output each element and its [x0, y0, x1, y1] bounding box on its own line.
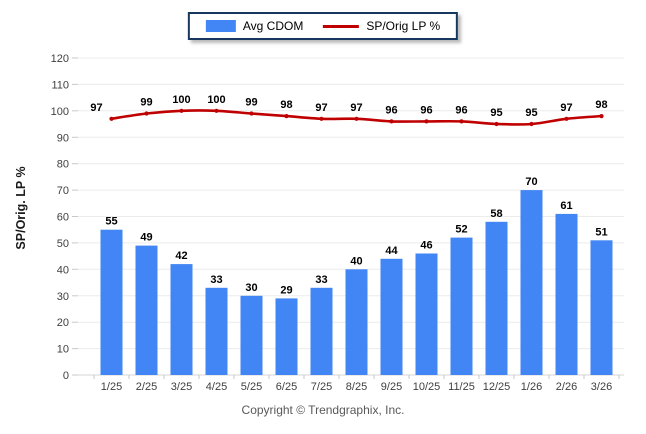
- line-point: [599, 114, 604, 119]
- x-tick-label: 10/25: [413, 381, 441, 393]
- bar-value-label: 58: [490, 208, 502, 220]
- line-point: [214, 108, 219, 113]
- x-tick-label: 1/26: [521, 381, 542, 393]
- bar: [590, 240, 613, 375]
- line-point: [319, 116, 324, 121]
- line-point: [144, 111, 149, 116]
- line-point: [249, 111, 254, 116]
- y-tick-label: 80: [57, 159, 69, 171]
- x-tick-label: 7/25: [311, 381, 332, 393]
- x-tick-label: 2/25: [136, 381, 157, 393]
- y-tick-label: 100: [51, 106, 69, 118]
- bar: [170, 264, 193, 375]
- line-value-label: 98: [280, 99, 292, 111]
- x-tick-label: 8/25: [346, 381, 367, 393]
- bar-value-label: 44: [385, 245, 398, 257]
- bar-value-label: 49: [140, 232, 152, 244]
- line-value-label: 97: [560, 102, 572, 114]
- bar: [345, 269, 368, 375]
- bar-value-label: 52: [455, 224, 467, 236]
- bar: [450, 237, 473, 375]
- legend-label-sp-orig-lp: SP/Orig LP %: [366, 19, 441, 33]
- bar: [520, 190, 543, 375]
- line-value-label: 99: [245, 97, 257, 109]
- line-point: [109, 116, 114, 121]
- legend-item-avg-cdom: Avg CDOM: [205, 19, 304, 33]
- copyright-text: Copyright © Trendgraphix, Inc.: [241, 403, 405, 417]
- x-tick-label: 9/25: [381, 381, 402, 393]
- line-value-label: 96: [420, 104, 432, 116]
- bar: [485, 221, 508, 375]
- y-tick-label: 60: [57, 212, 69, 224]
- y-tick-label: 20: [57, 317, 69, 329]
- x-tick-label: 2/26: [556, 381, 577, 393]
- line-point: [354, 116, 359, 121]
- bar: [555, 213, 578, 375]
- bar-value-label: 42: [175, 250, 187, 262]
- bar-value-label: 55: [105, 216, 117, 228]
- legend: Avg CDOM SP/Orig LP %: [187, 12, 459, 40]
- legend-label-avg-cdom: Avg CDOM: [242, 19, 304, 33]
- bar-value-label: 51: [595, 226, 607, 238]
- x-tick-label: 3/25: [171, 381, 192, 393]
- bar-value-label: 70: [525, 176, 537, 188]
- y-tick-label: 90: [57, 132, 69, 144]
- line-value-label: 98: [595, 99, 607, 111]
- x-tick-label: 3/26: [591, 381, 612, 393]
- line-series-swatch-icon: [323, 24, 360, 28]
- line-point: [424, 119, 429, 124]
- x-tick-label: 4/25: [206, 381, 227, 393]
- bar-series-swatch-icon: [205, 20, 236, 32]
- line-point: [284, 114, 289, 119]
- bar: [275, 298, 298, 375]
- line-point: [459, 119, 464, 124]
- line-value-label: 97: [90, 102, 102, 114]
- y-tick-label: 70: [57, 185, 69, 197]
- bar-value-label: 61: [560, 200, 572, 212]
- bar: [100, 229, 123, 375]
- line-value-label: 96: [385, 104, 397, 116]
- x-tick-label: 12/25: [483, 381, 511, 393]
- y-tick-label: 120: [51, 53, 69, 65]
- x-tick-label: 6/25: [276, 381, 297, 393]
- line-value-label: 100: [207, 94, 225, 106]
- y-tick-label: 50: [57, 238, 69, 250]
- line-value-label: 96: [455, 104, 467, 116]
- x-tick-label: 1/25: [101, 381, 122, 393]
- y-tick-label: 40: [57, 264, 69, 276]
- bar: [415, 253, 438, 375]
- line-value-label: 95: [525, 107, 537, 119]
- line-point: [494, 121, 499, 127]
- line-point: [179, 108, 184, 113]
- y-tick-label: 110: [51, 79, 69, 91]
- line-point: [389, 119, 394, 124]
- line-value-label: 97: [315, 102, 327, 114]
- bar-value-label: 46: [420, 240, 432, 252]
- bar: [310, 287, 333, 375]
- bar: [240, 295, 263, 375]
- bar: [135, 245, 158, 375]
- line-value-label: 97: [350, 102, 362, 114]
- legend-item-sp-orig-lp: SP/Orig LP %: [323, 19, 440, 33]
- bar: [205, 287, 228, 375]
- y-tick-label: 10: [57, 344, 69, 356]
- line-point: [529, 121, 534, 127]
- line-value-label: 100: [172, 94, 190, 106]
- line-point: [564, 116, 569, 121]
- line-value-label: 95: [490, 107, 502, 119]
- bar-value-label: 29: [280, 284, 292, 296]
- y-tick-label: 0: [63, 370, 69, 382]
- line-value-label: 99: [140, 97, 152, 109]
- x-tick-label: 11/25: [448, 381, 475, 393]
- bar-value-label: 33: [210, 274, 222, 286]
- bar-value-label: 40: [350, 255, 362, 267]
- bar-value-label: 30: [245, 282, 257, 294]
- x-tick-label: 5/25: [241, 381, 262, 393]
- bar: [380, 258, 403, 375]
- y-tick-label: 30: [57, 291, 69, 303]
- bar-value-label: 33: [315, 274, 327, 286]
